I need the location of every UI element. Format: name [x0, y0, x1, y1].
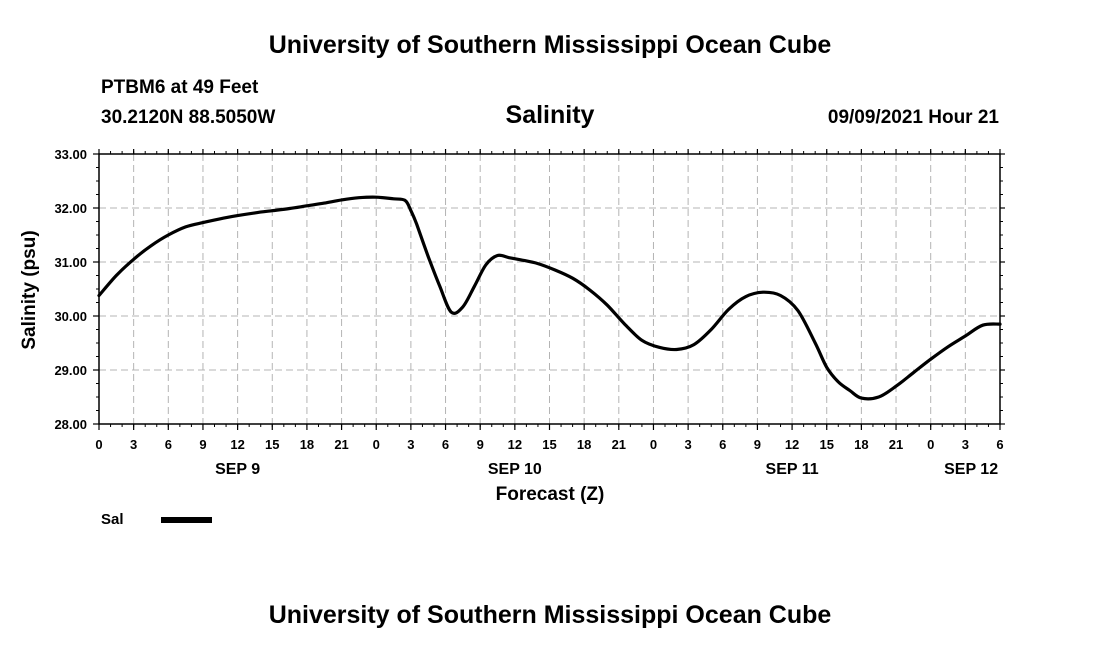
forecast-datetime: 09/09/2021 Hour 21 [827, 107, 999, 128]
x-tick-label: 15 [542, 437, 556, 452]
x-axis-label: Forecast (Z) [496, 484, 605, 505]
x-tick-label: 15 [265, 437, 279, 452]
x-tick-label: 15 [819, 437, 833, 452]
x-tick-label: 3 [130, 437, 137, 452]
x-tick-label: 18 [854, 437, 868, 452]
x-tick-label: 9 [754, 437, 761, 452]
x-tick-label: 6 [442, 437, 449, 452]
legend-label: Sal [101, 511, 124, 528]
x-tick-label: 21 [612, 437, 626, 452]
x-tick-label: 12 [230, 437, 244, 452]
x-tick-label: 6 [719, 437, 726, 452]
y-tick-label: 32.00 [54, 201, 87, 216]
y-tick-label: 30.00 [54, 309, 87, 324]
date-label: SEP 9 [215, 461, 260, 478]
x-tick-label: 0 [95, 437, 102, 452]
grid-lines [99, 154, 1000, 424]
x-tick-label: 9 [477, 437, 484, 452]
y-tick-label: 31.00 [54, 255, 87, 270]
x-tick-label: 0 [373, 437, 380, 452]
x-tick-label: 18 [577, 437, 591, 452]
date-labels: SEP 9 SEP 10 SEP 11 SEP 12 [215, 461, 998, 478]
date-label: SEP 12 [944, 461, 998, 478]
x-tick-label: 3 [407, 437, 414, 452]
plot-frame [98, 153, 1001, 425]
date-label: SEP 11 [766, 461, 819, 478]
page-title-top: University of Southern Mississippi Ocean… [268, 31, 832, 59]
y-tick-label: 28.00 [54, 417, 87, 432]
x-tick-label: 21 [889, 437, 903, 452]
x-tick-label: 18 [300, 437, 314, 452]
x-tick-label: 0 [650, 437, 657, 452]
y-tick-label: 29.00 [54, 363, 87, 378]
series-line-sal [97, 195, 1002, 401]
x-tick-label: 6 [996, 437, 1003, 452]
y-tick-label: 33.00 [54, 147, 87, 162]
y-tick-labels: 28.00 29.00 30.00 31.00 32.00 33.00 [54, 147, 87, 432]
station-label: PTBM6 at 49 Feet [101, 77, 259, 98]
station-coordinates: 30.2120N 88.5050W [101, 107, 276, 128]
x-tick-labels: 0 3 6 9 12 15 18 21 0 3 6 9 12 15 18 21 0 3 6 9 12 15 18 21 0 3 6 [95, 437, 1003, 452]
x-tick-label: 6 [165, 437, 172, 452]
x-tick-label: 3 [684, 437, 691, 452]
x-tick-label: 0 [927, 437, 934, 452]
date-label: SEP 10 [488, 461, 542, 478]
chart-subtitle: Salinity [505, 101, 595, 129]
x-tick-label: 21 [334, 437, 348, 452]
y-axis-label: Salinity (psu) [19, 230, 40, 349]
x-tick-label: 12 [785, 437, 799, 452]
x-tick-label: 12 [508, 437, 522, 452]
page-title-bottom: University of Southern Mississippi Ocean… [268, 601, 832, 629]
x-tick-label: 9 [199, 437, 206, 452]
x-tick-label: 3 [962, 437, 969, 452]
